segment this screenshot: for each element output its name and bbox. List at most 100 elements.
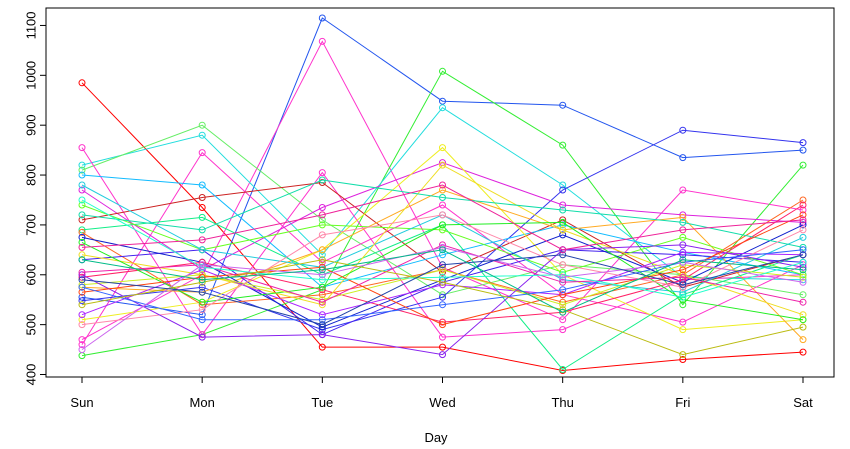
x-tick-label: Mon: [190, 395, 215, 410]
data-point: [78, 283, 86, 291]
data-point: [78, 251, 86, 259]
data-point: [198, 194, 206, 201]
series-line: [81, 17, 804, 316]
data-point: [679, 351, 687, 359]
data-point: [679, 301, 687, 309]
data-point: [439, 261, 446, 269]
data-point: [799, 311, 807, 319]
data-point: [559, 316, 567, 324]
series-1: [78, 79, 807, 374]
series-28: [78, 241, 807, 359]
data-point: [559, 291, 567, 299]
data-point: [318, 271, 326, 279]
data-point: [679, 218, 687, 226]
x-tick-label: Sat: [793, 395, 813, 410]
data-point: [439, 144, 446, 152]
data-point: [439, 194, 446, 201]
data-point: [799, 146, 807, 154]
data-point: [559, 231, 567, 239]
data-point: [318, 204, 326, 211]
x-axis: Sun Mon Tue Wed Thu Fri Sat: [70, 376, 813, 410]
data-point: [679, 126, 687, 134]
data-point: [679, 186, 687, 194]
series-11: [78, 179, 807, 291]
data-point: [78, 144, 86, 152]
data-point: [679, 248, 687, 256]
data-point: [78, 166, 86, 174]
data-point: [198, 306, 206, 314]
series-36: [78, 181, 807, 254]
data-point: [679, 213, 687, 221]
x-axis-title: Day: [424, 430, 448, 445]
data-point: [318, 246, 326, 254]
data-point: [559, 326, 567, 334]
data-point: [78, 301, 86, 309]
data-point: [559, 366, 567, 373]
data-point: [559, 273, 567, 281]
data-point: [679, 318, 687, 326]
data-point: [318, 14, 326, 22]
x-tick-label: Tue: [311, 395, 333, 410]
data-point: [559, 278, 567, 286]
data-point: [439, 251, 446, 259]
data-point: [679, 293, 687, 301]
y-tick-label: 900: [24, 114, 39, 136]
data-point: [439, 351, 446, 359]
data-point: [679, 326, 687, 334]
series-line: [81, 179, 804, 248]
data-point: [318, 266, 326, 274]
series-8: [78, 149, 807, 349]
data-point: [198, 288, 206, 296]
data-point: [799, 291, 807, 299]
data-point: [318, 216, 326, 224]
data-point: [799, 206, 807, 214]
data-point: [559, 206, 567, 214]
data-point: [559, 218, 567, 226]
series-line: [81, 146, 804, 331]
y-tick-label: 500: [24, 314, 39, 336]
data-point: [318, 276, 326, 284]
data-point: [439, 293, 446, 301]
data-point: [679, 266, 687, 274]
data-point: [559, 261, 567, 269]
series-27: [78, 211, 807, 329]
data-point: [78, 243, 86, 251]
data-point: [78, 161, 86, 169]
data-point: [78, 233, 86, 241]
series-line: [81, 181, 804, 288]
data-point: [78, 256, 86, 264]
data-point: [198, 316, 206, 324]
y-tick-label: 600: [24, 264, 39, 286]
data-point: [318, 211, 326, 219]
data-point: [439, 246, 446, 254]
data-point: [198, 236, 206, 244]
data-point: [198, 181, 206, 189]
data-point: [318, 176, 326, 184]
series-line: [81, 151, 804, 345]
data-point: [439, 343, 446, 351]
data-point: [559, 301, 567, 309]
data-point: [679, 273, 687, 281]
data-point: [318, 283, 326, 291]
data-point: [318, 316, 326, 324]
data-point: [78, 276, 86, 284]
y-tick-label: 800: [24, 164, 39, 186]
data-point: [799, 243, 807, 251]
data-point: [78, 196, 86, 204]
data-point: [198, 246, 206, 254]
data-point: [439, 273, 446, 281]
data-point: [78, 186, 86, 194]
data-point: [318, 221, 326, 229]
series-line: [81, 82, 804, 372]
data-point: [439, 278, 446, 286]
data-point: [198, 311, 206, 319]
data-point: [799, 216, 807, 224]
data-point: [78, 211, 86, 219]
data-point: [799, 221, 807, 229]
data-point: [318, 37, 326, 45]
data-point: [78, 321, 86, 329]
series-19: [78, 181, 807, 296]
y-tick-label: 1000: [24, 61, 39, 90]
data-point: [679, 241, 687, 249]
